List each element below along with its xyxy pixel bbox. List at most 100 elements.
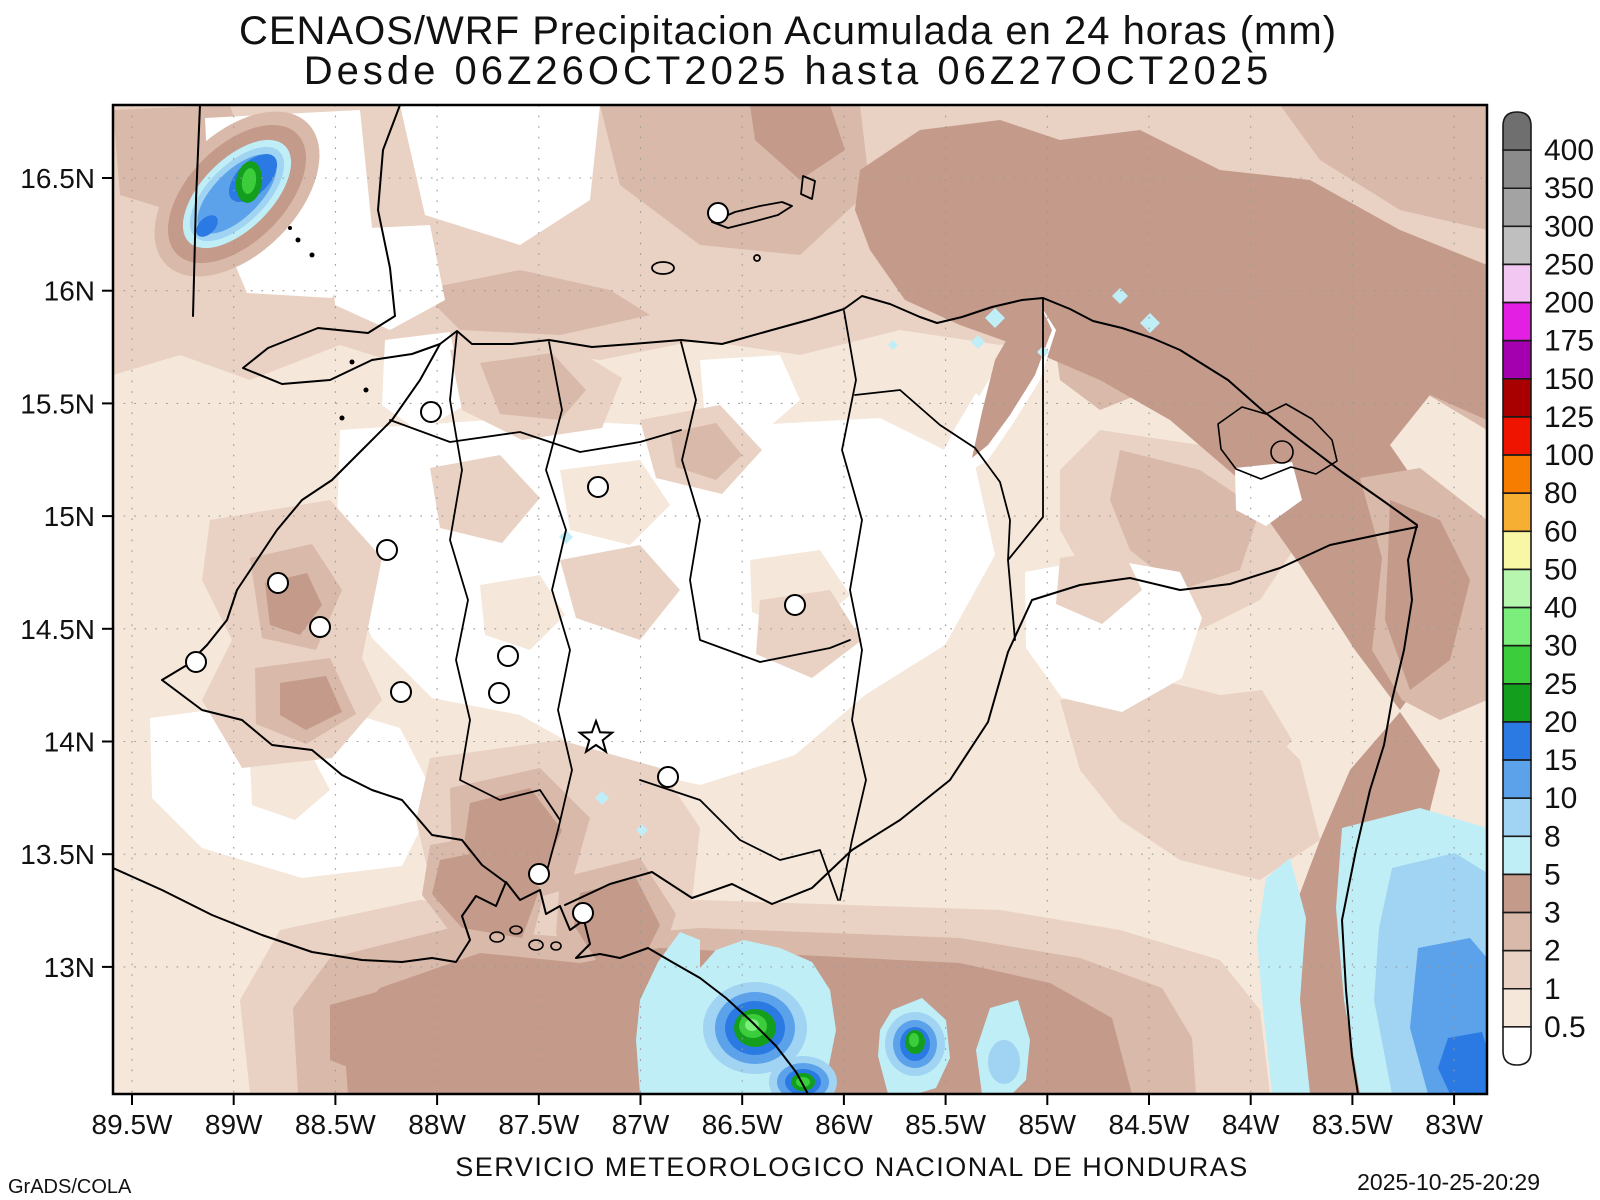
city-marker: [784, 594, 806, 616]
honduras-nicaragua-border: [564, 526, 1418, 906]
city-marker: [657, 766, 679, 788]
colorbar-segment: [1502, 797, 1532, 838]
x-tick-label: 89W: [205, 1109, 263, 1140]
colorbar-boundary-label: 1: [1544, 973, 1561, 1006]
x-tick-label: 89.5W: [92, 1109, 173, 1140]
city-marker: [420, 401, 442, 423]
colorbar-boundary-label: 400: [1544, 134, 1594, 167]
colorbar-boundary-label: 30: [1544, 630, 1577, 663]
city-marker: [707, 202, 729, 224]
colorbar-boundary-label: 300: [1544, 210, 1594, 243]
city-marker: [390, 681, 412, 703]
x-tick-label: 83W: [1425, 1109, 1483, 1140]
figure-title-line2: Desde 06Z26OCT2025 hasta 06Z27OCT2025: [304, 49, 1273, 93]
colorbar-segment: [1502, 263, 1532, 304]
colorbar-segment: [1502, 530, 1532, 571]
colorbar-segment: [1502, 416, 1532, 456]
colorbar-boundary-label: 80: [1544, 477, 1577, 510]
belize-guatemala-border: [192, 105, 201, 317]
colorbar-segment: [1502, 911, 1532, 952]
bay-islands-outlines: [651, 175, 816, 275]
colorbar-segment: [1502, 111, 1532, 151]
colorbar-boundary-label: 50: [1544, 553, 1577, 586]
colorbar-segment: [1502, 835, 1532, 876]
colorbar-segment: [1502, 339, 1532, 380]
colorbar-boundary-label: 100: [1544, 439, 1594, 472]
colorbar-segment: [1502, 301, 1532, 342]
colorbar-segment: [1502, 987, 1532, 1028]
x-tick-label: 84W: [1222, 1109, 1280, 1140]
y-tick-label: 15N: [44, 501, 95, 532]
axes: 89.5W 89W 88.5W 88W 87.5W 87W 86.5W 86W 85.5W 85W…: [20, 163, 1483, 1140]
colorbar-boundary-label: 3: [1544, 897, 1561, 930]
y-tick-label: 15.5N: [20, 388, 95, 419]
x-tick-label: 87W: [612, 1109, 670, 1140]
colorbar-segment: [1502, 873, 1532, 914]
caratasca-lagoon-outline: [1217, 403, 1338, 480]
city-marker: [488, 682, 510, 704]
colorbar-boundary-label: 25: [1544, 668, 1577, 701]
colorbar-segment: [1502, 606, 1532, 647]
x-tick-label: 85W: [1019, 1109, 1077, 1140]
colorbar-segment: [1502, 454, 1532, 494]
colorbar-boundary-label: 5: [1544, 858, 1561, 891]
colorbar-boundary-label: 175: [1544, 325, 1594, 358]
colorbar-boundary-label: 150: [1544, 363, 1594, 396]
department-borders: [389, 297, 1044, 901]
city-marker: [497, 645, 519, 667]
caribbean-coastline: [242, 105, 1418, 1094]
y-tick-label: 16N: [44, 276, 95, 307]
x-tick-label: 86.5W: [702, 1109, 783, 1140]
colorbar-boundary-label: 40: [1544, 592, 1577, 625]
colorbar-segment: [1502, 187, 1532, 228]
colorbar-segment: [1502, 683, 1532, 723]
colorbar-boundary-label: 15: [1544, 744, 1577, 777]
colorbar-boundary-label: 200: [1544, 287, 1594, 320]
y-tick-label: 14N: [44, 727, 95, 758]
colorbar-boundary-label: 125: [1544, 401, 1594, 434]
y-tick-label: 14.5N: [20, 614, 95, 645]
figure-title-line1: CENAOS/WRF Precipitacion Acumulada en 24…: [239, 9, 1337, 53]
x-tick-label: 86W: [815, 1109, 873, 1140]
y-tick-label: 13N: [44, 952, 95, 983]
city-markers: [185, 202, 806, 924]
colorbar-segment: [1502, 225, 1532, 266]
x-tick-label: 84.5W: [1109, 1109, 1190, 1140]
footer-agency: SERVICIO METEOROLOGICO NACIONAL DE HONDU…: [455, 1152, 1249, 1182]
colorbar-segment: [1502, 759, 1532, 799]
y-tick-label: 16.5N: [20, 163, 95, 194]
colorbar-boundary-label: 10: [1544, 782, 1577, 815]
colorbar-segment: [1502, 149, 1532, 190]
colorbar-boundary-label: 20: [1544, 706, 1577, 739]
city-marker: [587, 476, 609, 498]
y-tick-label: 13.5N: [20, 839, 95, 870]
precip-nw-rain-maximum: [154, 111, 320, 277]
colorbar-boundary-label: 0.5: [1544, 1011, 1586, 1044]
footer-generator: GrADS/COLA: [8, 1176, 132, 1198]
colorbar-segment: [1502, 568, 1532, 609]
colorbar-boundary-label: 250: [1544, 248, 1594, 281]
city-marker: [528, 863, 550, 885]
x-tick-label: 87.5W: [498, 1109, 579, 1140]
precip-se-offshore-rain: [1257, 808, 1487, 1094]
capital-star-marker: [577, 718, 615, 755]
colorbar-legend: 4003503002502001751501251008060504030252…: [1502, 111, 1594, 1066]
city-marker: [267, 572, 289, 594]
city-marker: [572, 902, 594, 924]
x-tick-label: 88.5W: [295, 1109, 376, 1140]
colorbar-segment: [1502, 949, 1532, 990]
colorbar-segment: [1502, 492, 1532, 533]
city-marker: [309, 616, 331, 638]
x-tick-label: 83.5W: [1312, 1109, 1393, 1140]
colorbar-boundary-label: 2: [1544, 935, 1561, 968]
x-tick-label: 85.5W: [905, 1109, 986, 1140]
colorbar-boundary-label: 350: [1544, 172, 1594, 205]
precip-small-wet-spots: [559, 288, 1160, 836]
colorbar-segment: [1502, 721, 1532, 761]
map-frame: [111, 103, 1489, 1096]
colorbar-boundary-label: 8: [1544, 820, 1561, 853]
precip-south-rain-cells: [636, 932, 1030, 1094]
gulf-of-fonseca-islets: [489, 925, 562, 951]
